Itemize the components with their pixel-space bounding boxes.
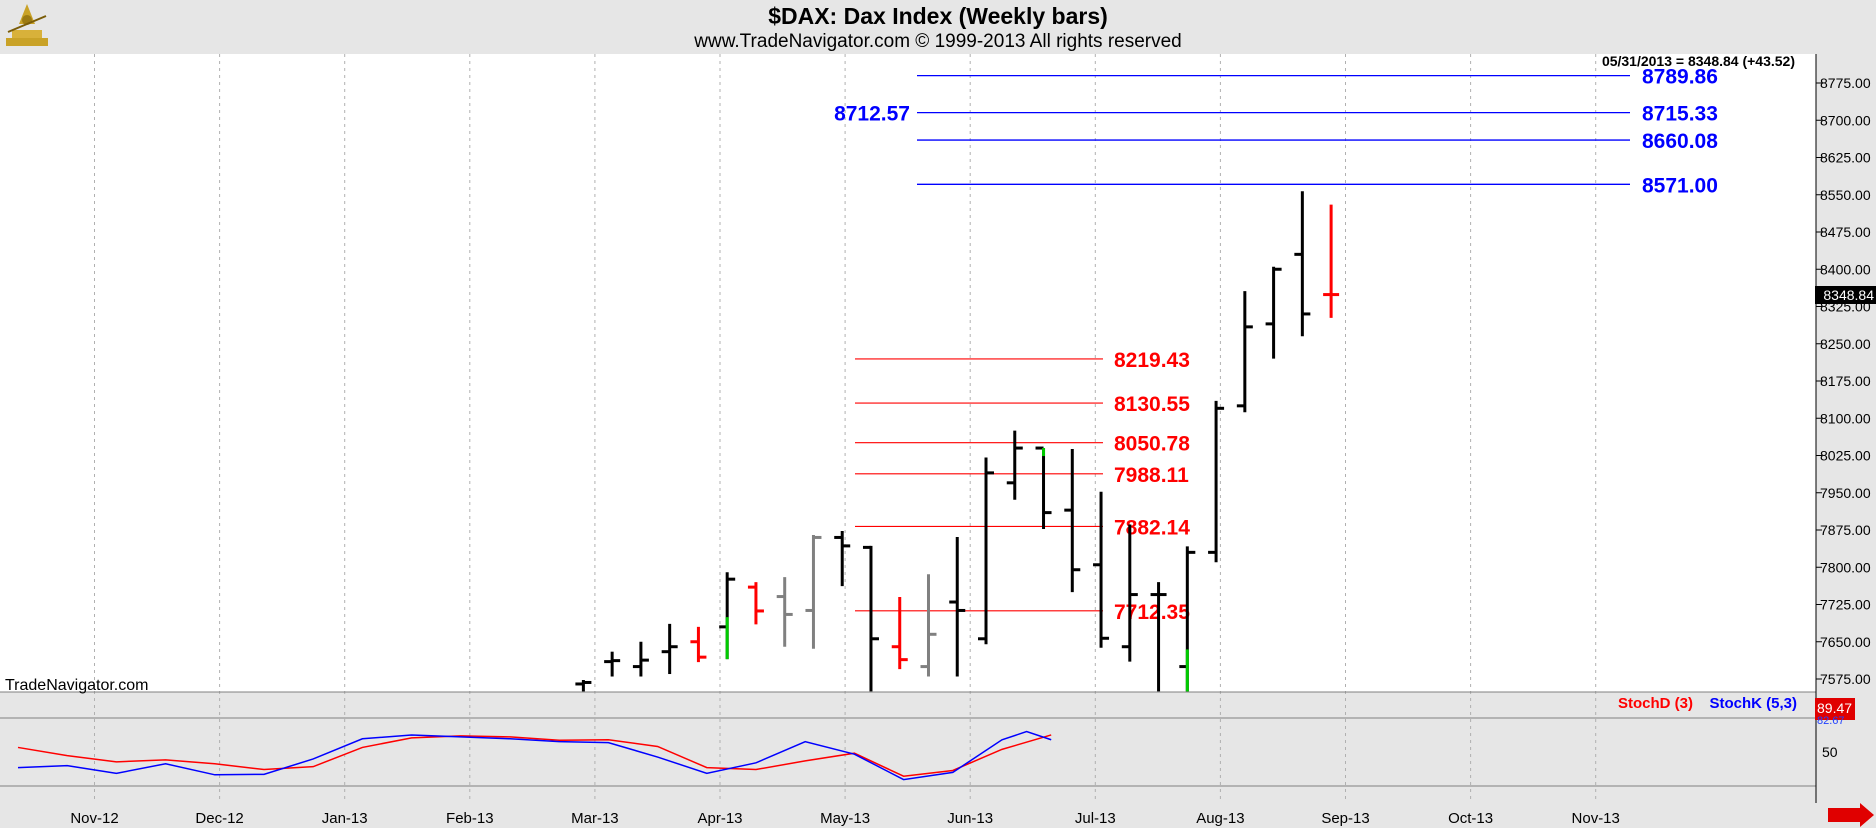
ohlc-bar <box>1265 266 1282 359</box>
ohlc-bar <box>920 574 937 677</box>
resistance-label: 8571.00 <box>1642 174 1718 197</box>
y-tick-label: 8175.00 <box>1820 373 1871 389</box>
x-tick-label: Jul-13 <box>1075 810 1116 827</box>
watermark: TradeNavigator.com <box>5 677 148 694</box>
y-tick-label: 8700.00 <box>1820 112 1871 128</box>
x-tick-label: Nov-13 <box>1572 810 1620 827</box>
ohlc-bar <box>604 651 621 677</box>
x-tick-label: Jun-13 <box>947 810 993 827</box>
resistance-label: 8715.33 <box>1642 103 1718 126</box>
ohlc-bar <box>632 641 649 677</box>
price-axis: 7575.00 7650.00 7725.00 7800.00 7875.00 7950.… <box>1816 75 1871 687</box>
stoch-k-legend: StochK (5,3) <box>1709 695 1797 712</box>
stoch-value-box <box>1815 698 1855 720</box>
y-tick-label: 8775.00 <box>1820 75 1871 91</box>
y-tick-label: 7650.00 <box>1820 634 1871 650</box>
y-tick-label: 7875.00 <box>1820 522 1871 538</box>
stoch-d-legend: StochD (3) <box>1618 695 1693 712</box>
ohlc-bar <box>1121 524 1138 662</box>
stoch-k-value: 82.67 <box>1817 715 1845 727</box>
stoch-d-value: 89.47 <box>1817 700 1852 716</box>
ohlc-bar <box>1294 191 1311 337</box>
support-label: 7882.14 <box>1114 516 1190 539</box>
ohlc-bar <box>776 577 793 647</box>
ohlc-bar <box>862 545 879 692</box>
copyright-notice: www.TradeNavigator.com © 1999-2013 All r… <box>694 31 1182 52</box>
ohlc-bar <box>1093 491 1110 648</box>
y-tick-label: 7800.00 <box>1820 559 1871 575</box>
ohlc-bar <box>1035 446 1052 530</box>
ohlc-bar <box>1150 582 1167 692</box>
y-tick-label: 8475.00 <box>1820 224 1871 240</box>
y-axis-panel <box>1816 54 1876 692</box>
resistance-label: 8789.86 <box>1642 66 1718 89</box>
x-tick-label: May-13 <box>820 810 870 827</box>
y-tick-label: 7575.00 <box>1820 671 1871 687</box>
ohlc-bar <box>949 536 966 677</box>
ohlc-bar <box>1179 546 1196 692</box>
ohlc-bar <box>1006 430 1023 500</box>
ohlc-bar <box>891 597 908 670</box>
ohlc-bar <box>1208 400 1225 563</box>
x-tick-label: Feb-13 <box>446 810 494 827</box>
x-axis-panel <box>0 803 1876 828</box>
y-tick-label: 7950.00 <box>1820 485 1871 501</box>
y-tick-label: 8625.00 <box>1820 150 1871 166</box>
x-tick-label: Aug-13 <box>1196 810 1244 827</box>
ohlc-bar <box>747 582 764 625</box>
ohlc-bar <box>719 572 736 660</box>
ohlc-bar <box>1323 204 1340 318</box>
stoch-k-line <box>17 730 1052 781</box>
ohlc-bar <box>575 679 592 692</box>
stoch-tick-label: 50 <box>1822 744 1838 760</box>
ohlc-bar <box>978 457 995 645</box>
support-label: 8050.78 <box>1114 433 1190 456</box>
y-tick-label: 7725.00 <box>1820 597 1871 613</box>
support-label: 8130.55 <box>1114 393 1190 416</box>
y-tick-label: 8100.00 <box>1820 410 1871 426</box>
scroll-right-arrow-icon[interactable] <box>1828 803 1874 827</box>
y-tick-label: 8250.00 <box>1820 336 1871 352</box>
x-tick-label: Nov-12 <box>70 810 118 827</box>
trade-navigator-logo-icon <box>6 4 48 46</box>
x-tick-label: Oct-13 <box>1448 810 1493 827</box>
ohlc-bar <box>661 623 678 675</box>
resistance-label: 8660.08 <box>1642 130 1718 153</box>
y-tick-label: 8025.00 <box>1820 448 1871 464</box>
price-tag-box <box>1815 286 1876 304</box>
x-tick-label: Dec-12 <box>195 810 243 827</box>
y-tick-label: 8400.00 <box>1820 261 1871 277</box>
ohlc-bar <box>834 530 851 587</box>
ohlc-bar <box>1064 449 1081 593</box>
ohlc-bar <box>1236 291 1253 413</box>
ohlc-bar <box>805 534 822 649</box>
support-label: 7712.35 <box>1114 601 1190 624</box>
ohlc-bar <box>690 626 707 663</box>
price-panel <box>0 54 1816 692</box>
x-tick-label: Jan-13 <box>322 810 368 827</box>
stoch-d-line <box>17 734 1052 778</box>
support-label: 7988.11 <box>1114 464 1189 487</box>
y-tick-label: 8550.00 <box>1820 187 1871 203</box>
fibonacci-levels: 8789.86 8715.33 8712.57 8660.08 8571.00 8219.… <box>834 66 1718 624</box>
support-label: 8219.43 <box>1114 349 1190 372</box>
ohlc-bars <box>575 191 1340 692</box>
chart-header: $DAX: Dax Index (Weekly bars) www.TradeN… <box>0 0 1876 54</box>
chart-title: $DAX: Dax Index (Weekly bars) <box>768 3 1108 29</box>
x-tick-label: Sep-13 <box>1321 810 1369 827</box>
gridlines <box>94 54 1597 803</box>
resistance-left-label: 8712.57 <box>834 103 910 126</box>
price-tag: 8348.84 <box>1823 287 1874 303</box>
x-tick-label: Mar-13 <box>571 810 619 827</box>
last-quote: 05/31/2013 = 8348.84 (+43.52) <box>1602 53 1795 69</box>
x-tick-label: Apr-13 <box>697 810 742 827</box>
date-axis: Nov-12 Dec-12 Jan-13 Feb-13 Mar-13 Apr-13 May-… <box>70 810 1620 827</box>
